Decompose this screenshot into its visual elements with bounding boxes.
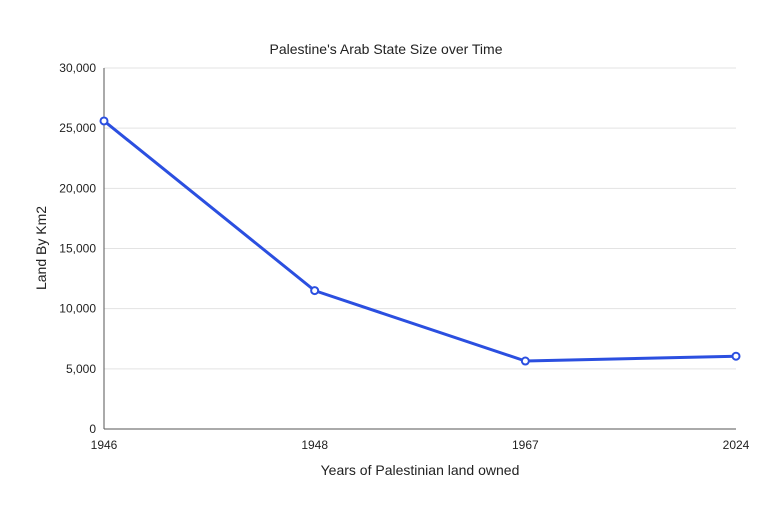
y-tick-label: 15,000 — [59, 242, 96, 256]
gridlines — [104, 67, 736, 370]
x-tick-label: 1946 — [91, 438, 118, 452]
data-point — [520, 356, 530, 366]
x-axis-ticks: 1946 1948 1967 2024 — [91, 438, 750, 452]
x-tick-label: 2024 — [723, 438, 750, 452]
data-point — [310, 286, 320, 296]
y-tick-label: 5,000 — [66, 362, 96, 376]
y-tick-label: 25,000 — [59, 121, 96, 135]
x-tick-label: 1967 — [512, 438, 539, 452]
y-tick-label: 10,000 — [59, 302, 96, 316]
series-line — [102, 119, 738, 363]
x-tick-label: 1948 — [301, 438, 328, 452]
chart-title: Palestine's Arab State Size over Time — [269, 41, 502, 57]
data-point — [99, 116, 109, 126]
series-layer — [99, 116, 741, 366]
y-tick-label: 0 — [89, 422, 96, 436]
y-tick-label: 30,000 — [59, 61, 96, 75]
y-tick-label: 20,000 — [59, 181, 96, 195]
data-point — [731, 351, 741, 361]
x-axis-label: Years of Palestinian land owned — [321, 462, 520, 478]
y-axis-label: Land By Km2 — [33, 206, 49, 290]
y-axis-ticks: 0 5,000 10,000 15,000 20,000 25,000 30,000 — [59, 61, 96, 436]
